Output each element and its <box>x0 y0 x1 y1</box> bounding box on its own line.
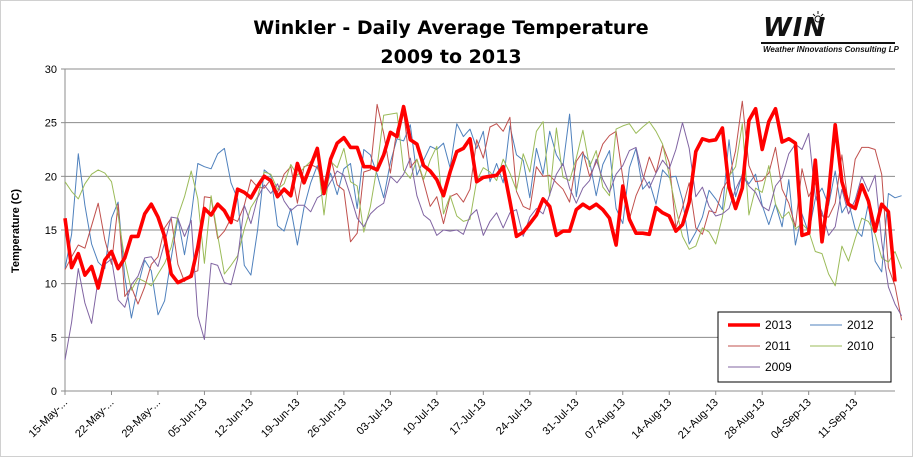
legend-label-2012: 2012 <box>847 318 874 332</box>
x-tick-label: 24-Jul-13 <box>494 397 535 438</box>
legend-label-2010: 2010 <box>847 339 874 353</box>
series-line-2013 <box>63 104 897 290</box>
series-lines <box>63 100 903 360</box>
chart-title-line1: Winkler - Daily Average Temperature <box>253 17 648 39</box>
legend-label-2013: 2013 <box>765 318 792 332</box>
x-tick-label: 05-Jun-13 <box>166 397 210 441</box>
x-tick-label: 04-Sep-13 <box>769 397 814 442</box>
x-tick-label: 12-Jun-13 <box>213 397 257 441</box>
series-line-2009 <box>64 122 903 360</box>
x-tick-labels: 15-May-... 22-May-... 29-May-... 05-Jun-13 1… <box>27 397 861 442</box>
legend-label-2011: 2011 <box>765 339 791 353</box>
y-tick-label: 25 <box>45 118 57 130</box>
y-tick-labels: 0 5 10 15 20 25 30 <box>45 64 57 398</box>
legend: 2013 2012 2011 2010 2009 <box>717 311 892 383</box>
logo-wordmark: WIN <box>763 13 827 43</box>
x-tick-label: 21-Aug-13 <box>676 397 721 442</box>
x-tick-label: 11-Sep-13 <box>816 397 860 441</box>
x-tick-label: 10-Jul-13 <box>401 397 442 438</box>
x-tick-label: 31-Jul-13 <box>540 397 581 438</box>
legend-label-2009: 2009 <box>765 360 792 374</box>
x-tick-label: 28-Aug-13 <box>723 397 768 442</box>
sun-icon <box>812 11 825 23</box>
x-tick-label: 17-Jul-13 <box>448 397 489 438</box>
x-tick-label: 26-Jun-13 <box>305 397 349 441</box>
y-tick-label: 15 <box>45 225 57 237</box>
y-tick-label: 30 <box>45 64 57 76</box>
win-logo: WIN Weather INnovations Consulting LP <box>759 11 899 57</box>
series-line-2012 <box>64 113 902 319</box>
x-tick-label: 22-May-... <box>73 397 116 440</box>
x-tick-label: 03-Jul-13 <box>355 397 396 438</box>
series-line-2011 <box>64 100 903 321</box>
x-tick-label: 14-Aug-13 <box>630 397 675 442</box>
series-line-2010 <box>64 112 903 291</box>
y-tick-label: 20 <box>45 171 57 183</box>
y-tick-label: 5 <box>51 332 57 344</box>
x-tick-label: 07-Aug-13 <box>583 397 628 442</box>
x-tick-label: 29-May-... <box>120 397 163 440</box>
x-tick-label: 15-May-... <box>27 397 70 440</box>
logo-rule <box>761 42 895 44</box>
x-tick-label: 19-Jun-13 <box>259 397 303 441</box>
y-tick-label: 0 <box>51 386 57 398</box>
logo-subtitle: Weather INnovations Consulting LP <box>763 45 899 54</box>
y-tick-label: 10 <box>45 279 57 291</box>
chart-title-line2: 2009 to 2013 <box>380 46 521 68</box>
y-axis-label: Temperature (C) <box>10 189 22 273</box>
